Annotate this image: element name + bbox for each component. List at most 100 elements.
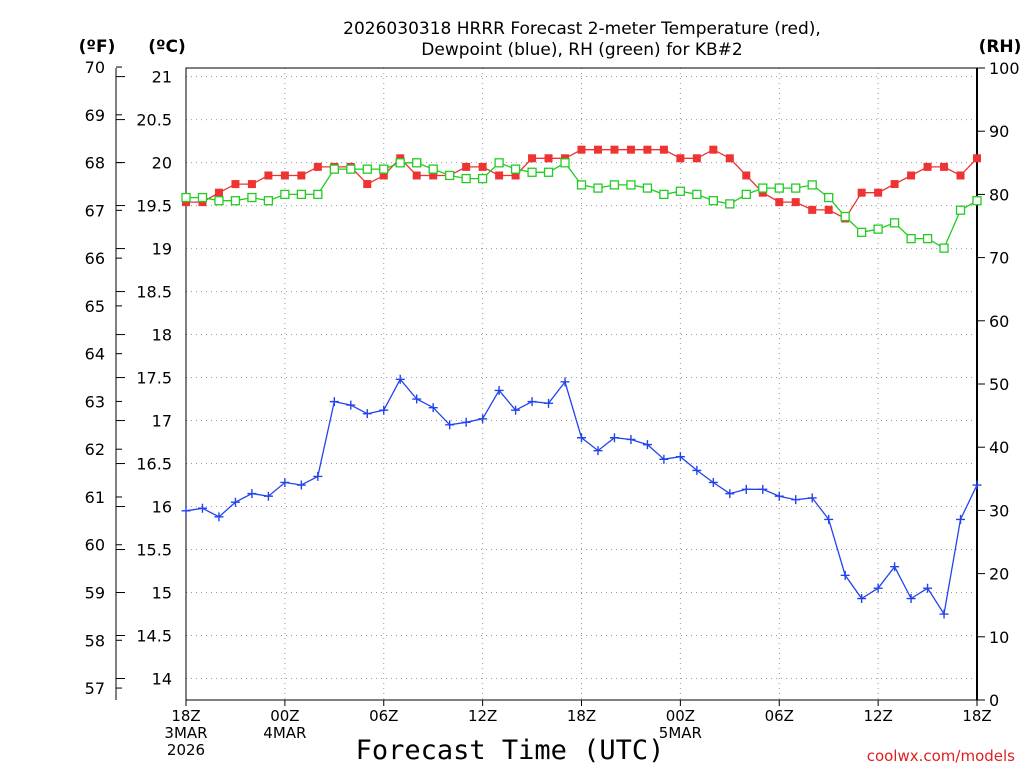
data-point <box>824 514 834 524</box>
data-point <box>692 465 702 475</box>
data-point <box>808 205 817 214</box>
data-point <box>527 167 537 177</box>
data-point <box>775 198 784 207</box>
data-point <box>873 224 883 234</box>
data-point <box>956 171 965 180</box>
celsius-tick-label: 15.5 <box>136 541 172 560</box>
data-point <box>576 180 587 190</box>
fahrenheit-tick-label: 67 <box>85 201 105 220</box>
data-point <box>906 233 916 244</box>
series-dewpoint <box>181 374 982 619</box>
rh-tick-label: 0 <box>989 691 999 710</box>
data-point <box>642 440 652 450</box>
fahrenheit-tick-label: 59 <box>85 584 105 603</box>
data-point <box>610 145 619 154</box>
data-point <box>609 180 620 190</box>
data-point <box>807 180 817 190</box>
data-point <box>263 491 273 501</box>
data-point <box>478 162 487 171</box>
data-point <box>856 227 867 237</box>
data-point <box>346 164 356 174</box>
x-tick-label: 12Z <box>863 707 892 725</box>
fahrenheit-unit-label: (ºF) <box>79 37 116 57</box>
data-point <box>725 154 734 163</box>
data-point <box>972 480 982 490</box>
data-point <box>807 493 817 503</box>
data-point <box>742 171 751 180</box>
data-point <box>495 171 504 180</box>
data-point <box>197 503 207 513</box>
data-point <box>626 180 636 190</box>
chart-title-line2: Dewpoint (blue), RH (green) for KB#2 <box>421 40 742 60</box>
celsius-tick-label: 16 <box>152 498 172 517</box>
data-point <box>758 484 768 494</box>
rh-tick-label: 50 <box>989 375 1009 394</box>
rh-tick-label: 100 <box>989 59 1020 78</box>
gridlines <box>186 68 977 700</box>
data-point <box>280 171 289 180</box>
fahrenheit-tick-label: 62 <box>85 440 105 459</box>
celsius-tick-label: 16.5 <box>136 455 172 474</box>
data-point <box>478 414 488 424</box>
data-point <box>940 162 949 171</box>
data-point <box>445 420 455 430</box>
data-point <box>840 211 850 222</box>
data-point <box>461 173 471 184</box>
data-point <box>247 489 257 499</box>
rh-tick-label: 30 <box>989 501 1009 520</box>
data-point <box>527 397 537 407</box>
data-point <box>675 452 685 462</box>
data-point <box>264 171 273 180</box>
data-point <box>197 192 208 203</box>
data-point <box>758 183 768 193</box>
data-point <box>593 183 603 193</box>
rh-tick-label: 60 <box>989 312 1009 331</box>
celsius-tick-label: 18.5 <box>136 283 172 302</box>
fahrenheit-tick-label: 65 <box>85 297 105 316</box>
data-point <box>362 409 372 419</box>
fahrenheit-tick-label: 64 <box>85 345 105 364</box>
rh-unit-label: (RH) <box>979 37 1022 57</box>
data-point <box>923 162 932 171</box>
data-point <box>609 433 619 443</box>
data-point <box>692 189 702 200</box>
data-point <box>626 145 635 154</box>
data-point <box>329 397 339 407</box>
data-point <box>297 171 306 180</box>
data-point <box>511 171 520 180</box>
data-point <box>445 170 455 181</box>
celsius-tick-label: 18 <box>152 326 172 345</box>
data-point <box>972 196 982 206</box>
data-point <box>560 377 570 387</box>
x-tick-label: 00Z <box>666 707 695 725</box>
data-point <box>428 403 438 413</box>
data-point <box>379 164 389 174</box>
data-point <box>791 198 800 207</box>
fahrenheit-tick-label: 58 <box>85 631 105 650</box>
data-point <box>181 192 191 203</box>
fahrenheit-tick-label: 61 <box>85 488 105 507</box>
celsius-unit-label: (ºC) <box>148 37 186 57</box>
celsius-tick-label: 20 <box>152 154 172 173</box>
x-tick-label: 06Z <box>765 707 794 725</box>
data-point <box>824 205 833 214</box>
data-point <box>857 188 866 197</box>
x-tick-label: 18Z <box>962 707 991 725</box>
data-point <box>477 173 488 184</box>
data-point <box>230 196 241 206</box>
x-tick-label: 06Z <box>369 707 398 725</box>
data-point <box>543 167 554 177</box>
celsius-tick-label: 17.5 <box>136 369 172 388</box>
data-point <box>544 398 554 408</box>
x-tick-label: 2026 <box>167 741 205 759</box>
data-point <box>528 154 537 163</box>
celsius-tick-label: 19 <box>152 240 172 259</box>
data-point <box>874 188 883 197</box>
x-tick-label: 3MAR <box>164 724 207 742</box>
data-point <box>313 189 323 200</box>
x-tick-label: 18Z <box>567 707 596 725</box>
data-point <box>593 145 602 154</box>
data-point <box>494 158 504 168</box>
celsius-tick-label: 17 <box>152 412 172 431</box>
